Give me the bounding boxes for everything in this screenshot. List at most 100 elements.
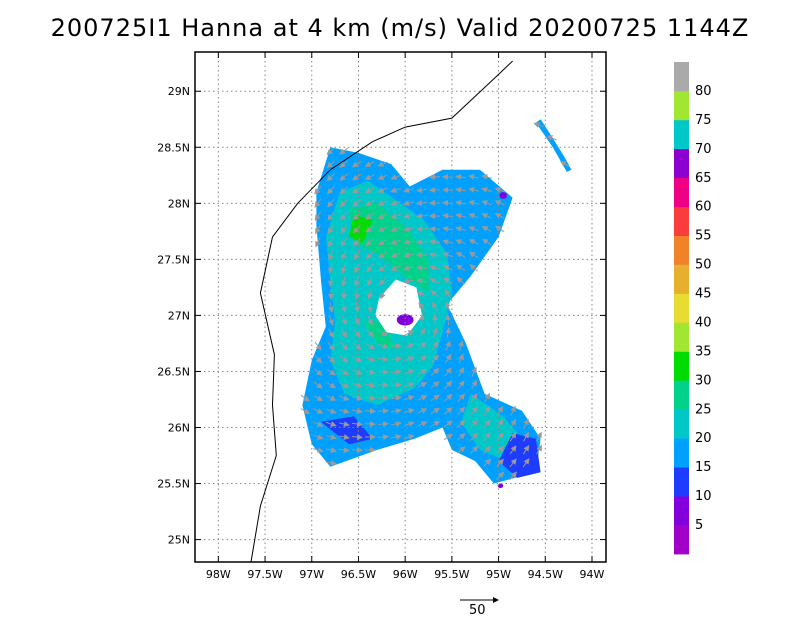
- lat-tick-label: 26N: [168, 421, 190, 434]
- wind-vector: [328, 250, 334, 261]
- wind-vector: [339, 382, 350, 388]
- colorbar-label: 15: [695, 460, 712, 475]
- wind-vector: [354, 276, 360, 287]
- wind-vector: [390, 356, 402, 362]
- wind-vector: [496, 418, 504, 429]
- wind-vector: [430, 420, 441, 428]
- wind-vector: [380, 289, 386, 300]
- wind-vector: [339, 447, 350, 453]
- wind-vector: [352, 342, 362, 350]
- wind-vector: [510, 405, 516, 416]
- wind-vector: [378, 264, 388, 272]
- wind-vector: [443, 433, 453, 441]
- colorbar-swatch: [674, 322, 689, 352]
- wind-vector: [483, 419, 491, 429]
- wind-vector: [403, 226, 415, 232]
- lat-tick-label: 27.5N: [157, 253, 190, 266]
- wind-vector: [339, 355, 349, 363]
- wind-vector: [390, 265, 401, 271]
- lat-tick-label: 25.5N: [157, 478, 190, 491]
- wind-vector: [494, 225, 505, 233]
- wind-vector: [315, 237, 321, 248]
- wind-vector: [390, 213, 401, 219]
- wind-vector: [365, 251, 374, 260]
- wind-vector: [390, 187, 401, 193]
- colorbar-swatch: [674, 467, 689, 497]
- wind-vector: [442, 239, 453, 245]
- wind-vector: [416, 291, 427, 297]
- colorbar-swatch: [674, 235, 689, 265]
- wind-vector: [354, 263, 360, 274]
- wind-vector: [468, 213, 479, 219]
- colorbar-label: 60: [695, 200, 712, 215]
- colorbar-swatch: [674, 438, 689, 468]
- wind-vector: [365, 342, 376, 350]
- wind-vector: [429, 265, 440, 271]
- wind-vector: [367, 301, 373, 313]
- wind-vector: [483, 406, 491, 416]
- wind-vector: [403, 213, 415, 219]
- wind-vector: [510, 418, 517, 429]
- wind-vector: [455, 213, 466, 219]
- colorbar-label: 50: [695, 258, 712, 273]
- wind-vector: [455, 226, 466, 232]
- wind-vector: [314, 211, 322, 222]
- wind-vector: [351, 421, 363, 427]
- lon-tick-label: 97.5W: [247, 568, 282, 581]
- colorbar-label: 65: [695, 171, 712, 186]
- wind-vector: [339, 395, 350, 401]
- wind-vector: [417, 421, 428, 427]
- wind-vector: [339, 147, 349, 155]
- wind-vector: [313, 395, 324, 402]
- wind-vector: [419, 314, 425, 326]
- colorbar-label: 70: [695, 142, 712, 157]
- wind-vector: [353, 250, 361, 260]
- wind-vector: [496, 458, 504, 468]
- lon-tick-label: 94W: [580, 568, 605, 581]
- wind-vector: [326, 147, 336, 155]
- wind-vector: [429, 226, 441, 232]
- wind-vector: [403, 252, 414, 258]
- lon-tick-label: 98W: [206, 568, 231, 581]
- wind-vector: [367, 315, 373, 326]
- wind-vector: [457, 406, 466, 415]
- wind-vector: [470, 406, 478, 416]
- wind-vector: [416, 187, 428, 193]
- wind-vector: [509, 471, 517, 481]
- wind-vector: [445, 301, 451, 312]
- wind-vector: [377, 226, 388, 233]
- wind-vector: [468, 239, 479, 245]
- wind-vector: [339, 434, 350, 440]
- wind-vector: [481, 200, 492, 206]
- wind-vector: [443, 277, 453, 285]
- wind-vector: [445, 340, 451, 351]
- wind-vector: [442, 226, 453, 232]
- wind-vector: [327, 211, 335, 221]
- wind-vector: [352, 408, 363, 414]
- wind-vector: [509, 431, 517, 442]
- wind-vector: [442, 187, 454, 193]
- wind-vector: [481, 187, 492, 193]
- wind-vector: [377, 421, 389, 427]
- wind-vector: [536, 444, 543, 455]
- wind-vector: [328, 328, 335, 339]
- wind-vector: [328, 275, 334, 287]
- wind-vector: [481, 174, 492, 180]
- wind-vector: [404, 369, 415, 375]
- wind-vector: [483, 458, 492, 467]
- wind-vector: [404, 421, 415, 427]
- wind-vector: [365, 369, 376, 375]
- wind-vector: [366, 263, 374, 273]
- wind-vector: [430, 407, 441, 415]
- wind-region-35-ms: [349, 214, 373, 243]
- wind-vector: [481, 213, 492, 219]
- colorbar-label: 80: [695, 84, 712, 99]
- plot-frame: [194, 51, 607, 563]
- wind-vector: [404, 382, 415, 388]
- wind-vector: [352, 382, 363, 388]
- wind-vector: [339, 173, 349, 181]
- wind-vector: [365, 238, 375, 246]
- colorbar-label: 10: [695, 489, 712, 504]
- wind-vector: [366, 329, 375, 338]
- wind-vector: [328, 237, 334, 248]
